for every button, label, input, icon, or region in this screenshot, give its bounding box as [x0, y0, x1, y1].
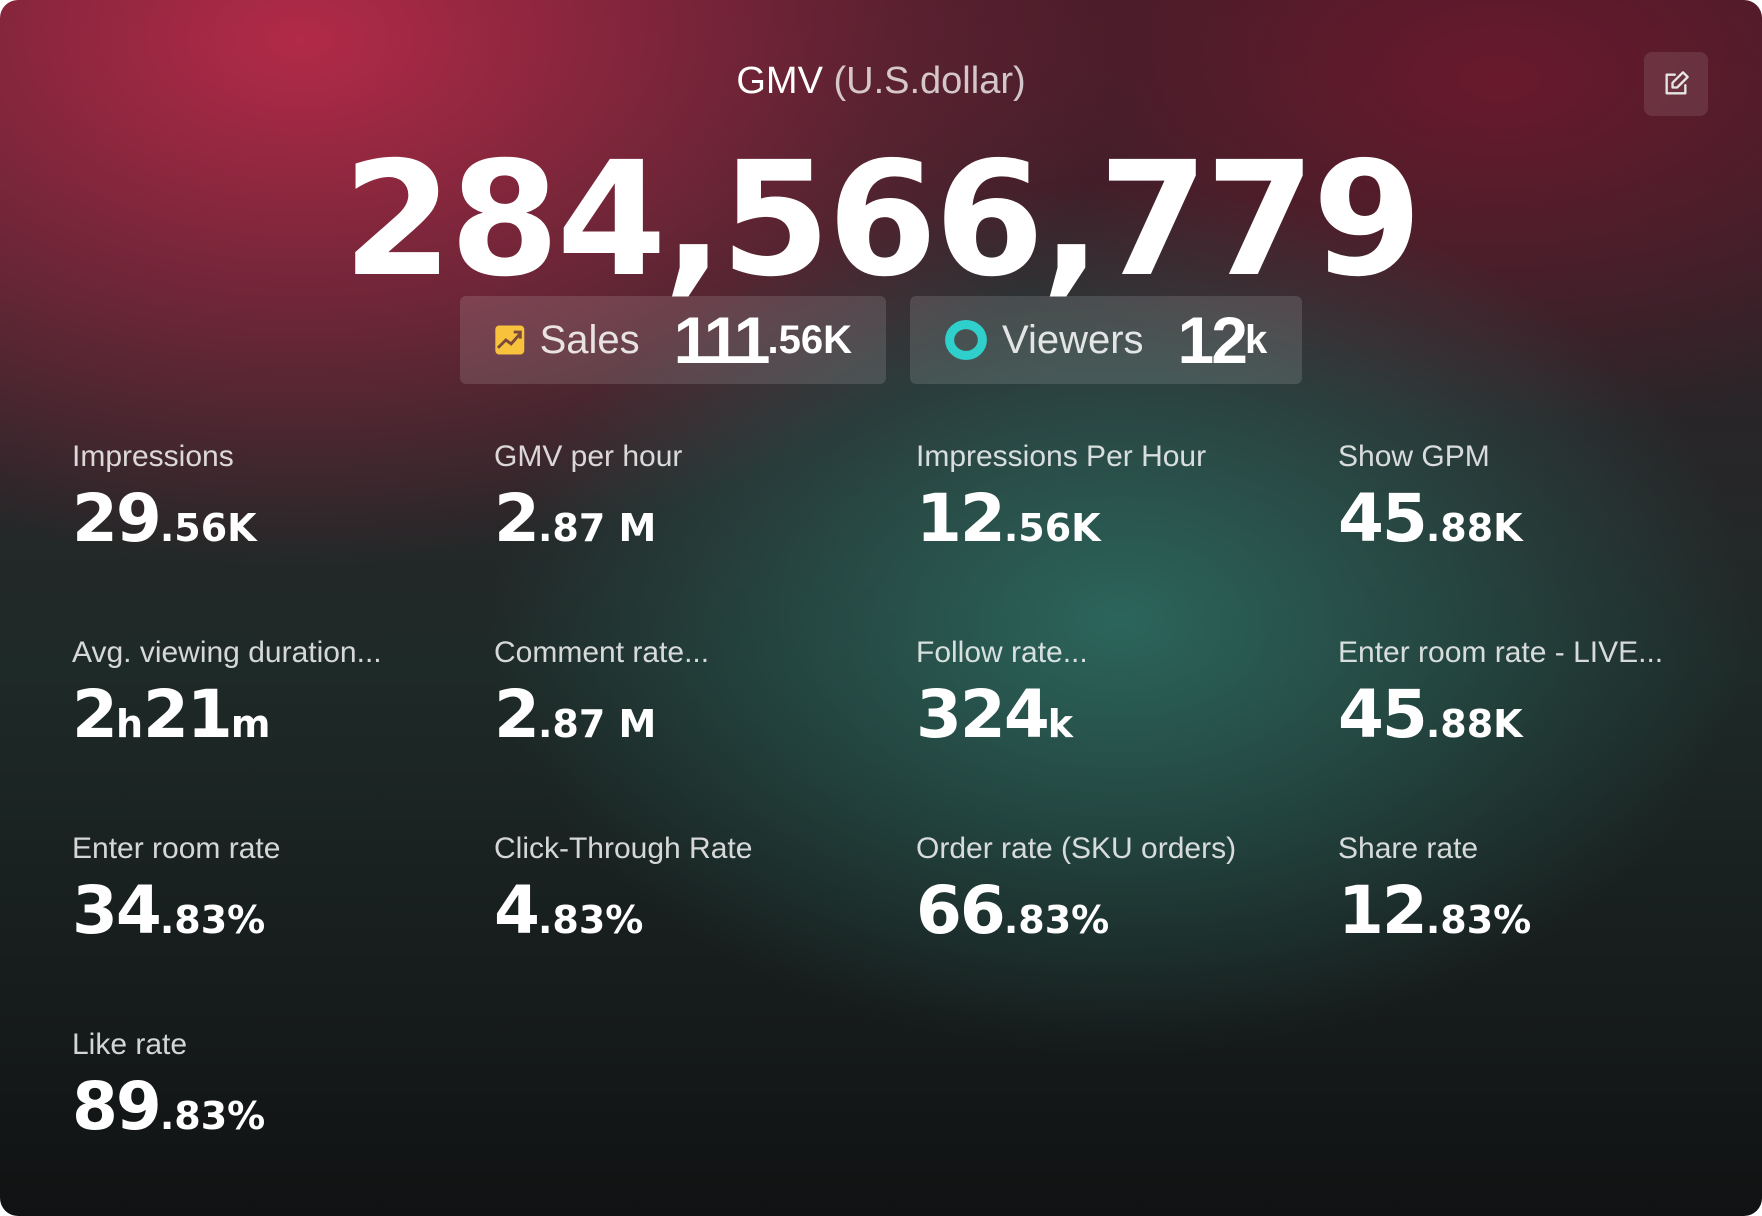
metric-label: Comment rate...: [494, 636, 710, 669]
sales-label: Sales: [539, 317, 640, 362]
metric-item: Order rate (SKU orders) 66.83%: [916, 832, 1316, 949]
metric-item: Enter room rate 34.83%: [72, 832, 472, 949]
metric-suffix: .83%: [159, 1094, 266, 1138]
metric-main: 34: [72, 872, 162, 949]
metric-main: 45: [1338, 480, 1428, 557]
metric-value: 324k: [916, 676, 1316, 753]
metric-value: 4.83%: [494, 872, 894, 949]
sales-chip: Sales 111.56K: [460, 296, 886, 384]
metric-label: Impressions Per Hour: [916, 440, 1207, 473]
metric-suffix: .83%: [1425, 898, 1532, 942]
metric-suffix: .87 M: [537, 506, 657, 550]
metric-main-2: 21: [143, 676, 233, 753]
metric-item: Avg. viewing duration... 2h21m: [72, 636, 472, 753]
metric-item: Impressions 29.56K: [72, 440, 472, 557]
metric-label: Order rate (SKU orders): [916, 832, 1237, 865]
metric-suffix: .88K: [1425, 506, 1523, 550]
metric-label: Click-Through Rate: [494, 832, 753, 865]
metric-label: Show GPM: [1338, 440, 1490, 473]
metric-item: Impressions Per Hour 12.56K: [916, 440, 1316, 557]
metric-main: 2: [72, 676, 118, 753]
metric-value: 89.83%: [72, 1068, 472, 1145]
title-text: GMV: [736, 60, 823, 102]
metric-suffix: .88K: [1425, 702, 1523, 746]
metric-value: 2.87 M: [494, 676, 894, 753]
sales-value: 111: [673, 303, 771, 377]
metric-item: Click-Through Rate 4.83%: [494, 832, 894, 949]
metric-item: Comment rate... 2.87 M: [494, 636, 894, 753]
edit-button[interactable]: [1644, 52, 1708, 116]
metric-label: Share rate: [1338, 832, 1479, 865]
metric-suffix: .56K: [159, 506, 257, 550]
metric-value: 2h21m: [72, 676, 472, 753]
metric-value: 12.56K: [916, 480, 1316, 557]
metric-value: 2.87 M: [494, 480, 894, 557]
viewers-suffix: k: [1244, 317, 1268, 362]
metric-label: Enter room rate - LIVE...: [1338, 636, 1664, 669]
metric-label: Follow rate...: [916, 636, 1088, 669]
metric-main: 66: [916, 872, 1006, 949]
metric-value: 45.88K: [1338, 480, 1738, 557]
sales-suffix: .56K: [767, 317, 853, 362]
metric-label: Avg. viewing duration...: [72, 636, 382, 669]
metric-value: 34.83%: [72, 872, 472, 949]
metric-label: Enter room rate: [72, 832, 281, 865]
metric-suffix: k: [1047, 702, 1074, 746]
metric-item: Like rate 89.83%: [72, 1028, 472, 1145]
metric-item: GMV per hour 2.87 M: [494, 440, 894, 557]
edit-icon: [1665, 71, 1689, 95]
metric-suffix-2: m: [230, 702, 271, 746]
metric-suffix: .83%: [159, 898, 266, 942]
metric-label: Like rate: [72, 1028, 188, 1061]
card-title: GMV (U.S.dollar): [0, 60, 1762, 103]
metric-item: Follow rate... 324k: [916, 636, 1316, 753]
metric-value: 29.56K: [72, 480, 472, 557]
metric-value: 12.83%: [1338, 872, 1738, 949]
viewers-label: Viewers: [1002, 317, 1144, 362]
metric-item: Enter room rate - LIVE... 45.88K: [1338, 636, 1738, 753]
metric-label: GMV per hour: [494, 440, 683, 473]
trending-up-icon: [495, 325, 525, 355]
gmv-value: 284,566,779: [342, 128, 1422, 312]
metric-suffix: .87 M: [537, 702, 657, 746]
metric-suffix: .83%: [1003, 898, 1110, 942]
metric-main: 12: [916, 480, 1006, 557]
metric-value: 45.88K: [1338, 676, 1738, 753]
metric-suffix: h: [115, 702, 143, 746]
metric-suffix: .83%: [537, 898, 644, 942]
metric-main: 12: [1338, 872, 1428, 949]
viewers-value: 12: [1177, 303, 1248, 377]
viewers-chip: Viewers 12 k: [910, 296, 1302, 384]
metric-item: Show GPM 45.88K: [1338, 440, 1738, 557]
metric-main: 89: [72, 1068, 162, 1145]
metric-main: 45: [1338, 676, 1428, 753]
metric-suffix: .56K: [1003, 506, 1101, 550]
metric-main: 29: [72, 480, 162, 557]
metric-main: 4: [494, 872, 540, 949]
metric-value: 66.83%: [916, 872, 1316, 949]
metric-main: 2: [494, 676, 540, 753]
title-unit: (U.S.dollar): [833, 60, 1026, 102]
eye-icon: [945, 320, 987, 360]
metric-item: Share rate 12.83%: [1338, 832, 1738, 949]
metric-main: 2: [494, 480, 540, 557]
metric-main: 324: [916, 676, 1050, 753]
metric-label: Impressions: [72, 440, 234, 473]
